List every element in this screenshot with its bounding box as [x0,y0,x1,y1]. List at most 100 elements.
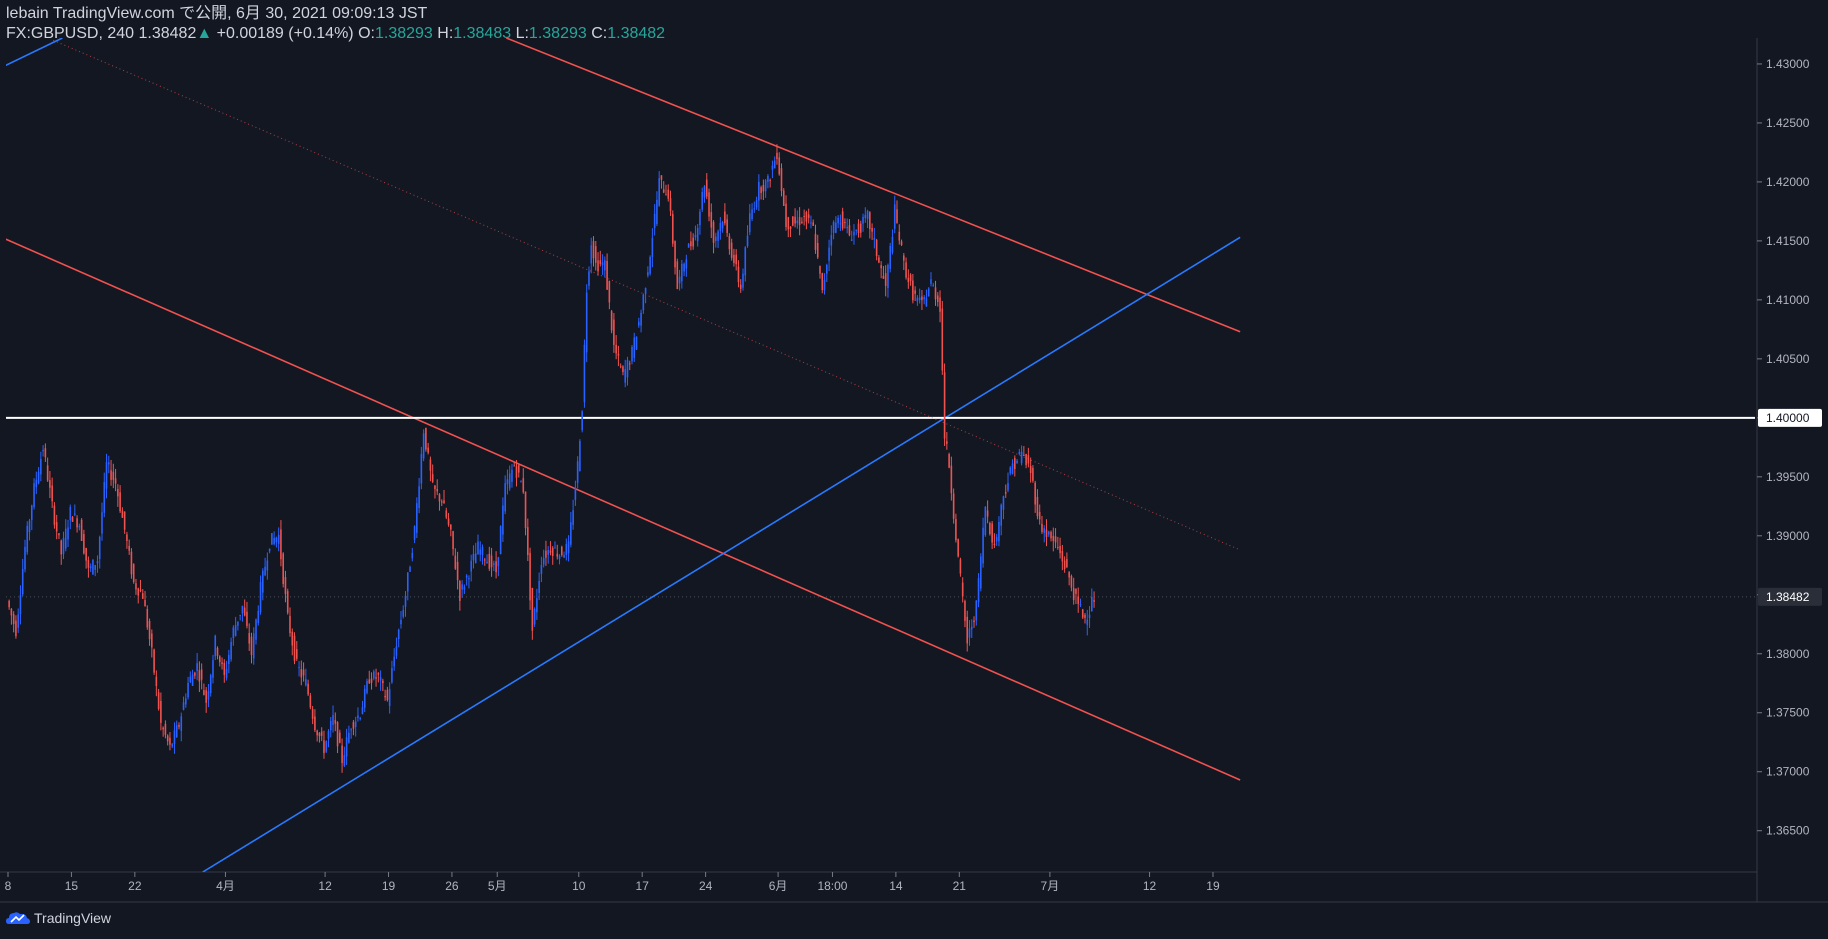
candle-body [180,716,183,731]
candle-body [420,454,423,484]
candle-body [483,559,486,561]
candle-body [123,511,126,530]
candle-body [597,260,599,272]
candle-body [986,510,989,517]
candle-body [289,615,291,634]
candle-body [189,676,192,683]
symbol-label: FX:GBPUSD, 240 [6,25,135,42]
candle-body [450,524,452,530]
candle-body [984,506,987,536]
candle-body [391,668,393,683]
candle-body [1063,560,1066,569]
candle-body [755,200,758,208]
candle-body [71,516,74,522]
candle-body [669,198,672,212]
candle-body [871,227,873,232]
candle-body [907,277,910,283]
candle-body [1027,455,1030,464]
candle-body [311,708,314,719]
candle-body [993,543,996,545]
candle-body [1018,451,1021,454]
candle-body [769,179,771,181]
x-tick-label: 14 [889,879,903,893]
candle-body [508,473,511,489]
candle-body [490,555,493,568]
candle-body [359,718,362,720]
candle-body [474,553,477,564]
candle-body [880,265,882,269]
candle-body [166,735,169,742]
candle-body [538,580,540,593]
candle-body [792,216,794,226]
candle-body [835,222,837,233]
candle-body [366,680,368,693]
x-tick-label: 18:00 [817,879,847,893]
candle-body [470,560,472,572]
brand-footer[interactable]: TradingView [6,910,111,926]
candle-body [710,212,713,228]
candle-body [157,692,160,709]
time-axis[interactable]: 8 15 22 4月 12 19 26 5月 10 17 24 6月 18:00 14 21 7月 12 19 [5,872,1220,893]
candle-body [375,677,377,679]
candle-body [780,168,783,191]
candle-body [599,260,602,264]
candle-body [185,698,187,705]
candle-body [803,215,805,217]
candle-body [610,311,613,331]
red-trendline [506,38,1241,333]
candle-body [955,519,957,541]
candle-body [67,527,69,540]
candle-body [107,462,110,465]
candle-body [961,582,964,597]
candle-body [246,611,248,626]
candle-body [785,203,787,227]
candle-body [456,561,459,581]
candle-body [887,264,889,288]
candle-body [404,596,407,607]
candle-body [939,297,941,312]
candle-body [1047,531,1050,535]
candle-body [137,588,140,596]
low-value: 1.38293 [528,25,587,42]
candle-body [1025,453,1027,466]
candle-body [816,243,819,258]
candle-body [248,632,251,644]
candle-body [572,510,574,525]
candle-body [1050,531,1052,539]
candle-body [934,287,937,300]
high-label: H: [437,25,454,42]
candle-body [796,220,799,224]
candle-body [748,213,751,233]
candle-body [744,247,747,276]
candle-body [545,550,547,558]
candle-body [268,548,271,552]
candle-body [690,241,692,247]
candle-body [341,745,343,764]
candle-body [320,731,323,736]
candle-body [112,471,115,480]
x-tick-label: 12 [1143,879,1157,893]
candle-body [425,427,427,450]
candle-body [923,297,925,300]
candle-body [649,256,651,274]
candle-body [105,462,108,489]
candle-body [859,223,862,233]
candle-body [515,466,518,478]
candle-body [832,221,835,233]
candle-body [705,179,708,197]
candle-body [372,671,375,679]
tradingview-logo-icon [6,912,30,924]
candle-body [968,628,971,638]
candle-body [271,533,273,545]
candle-body [1036,496,1039,517]
candle-body [1068,572,1070,578]
price-axis[interactable]: 1.43000 1.42500 1.42000 1.41500 1.41000 1.405… [1757,57,1822,838]
y-tick-label: 1.39000 [1766,529,1810,543]
candle-body [440,501,443,503]
candle-body [69,506,72,521]
candle-body [295,649,298,659]
candle-body [98,536,101,559]
candle-body [604,260,606,271]
candle-body [889,246,892,269]
